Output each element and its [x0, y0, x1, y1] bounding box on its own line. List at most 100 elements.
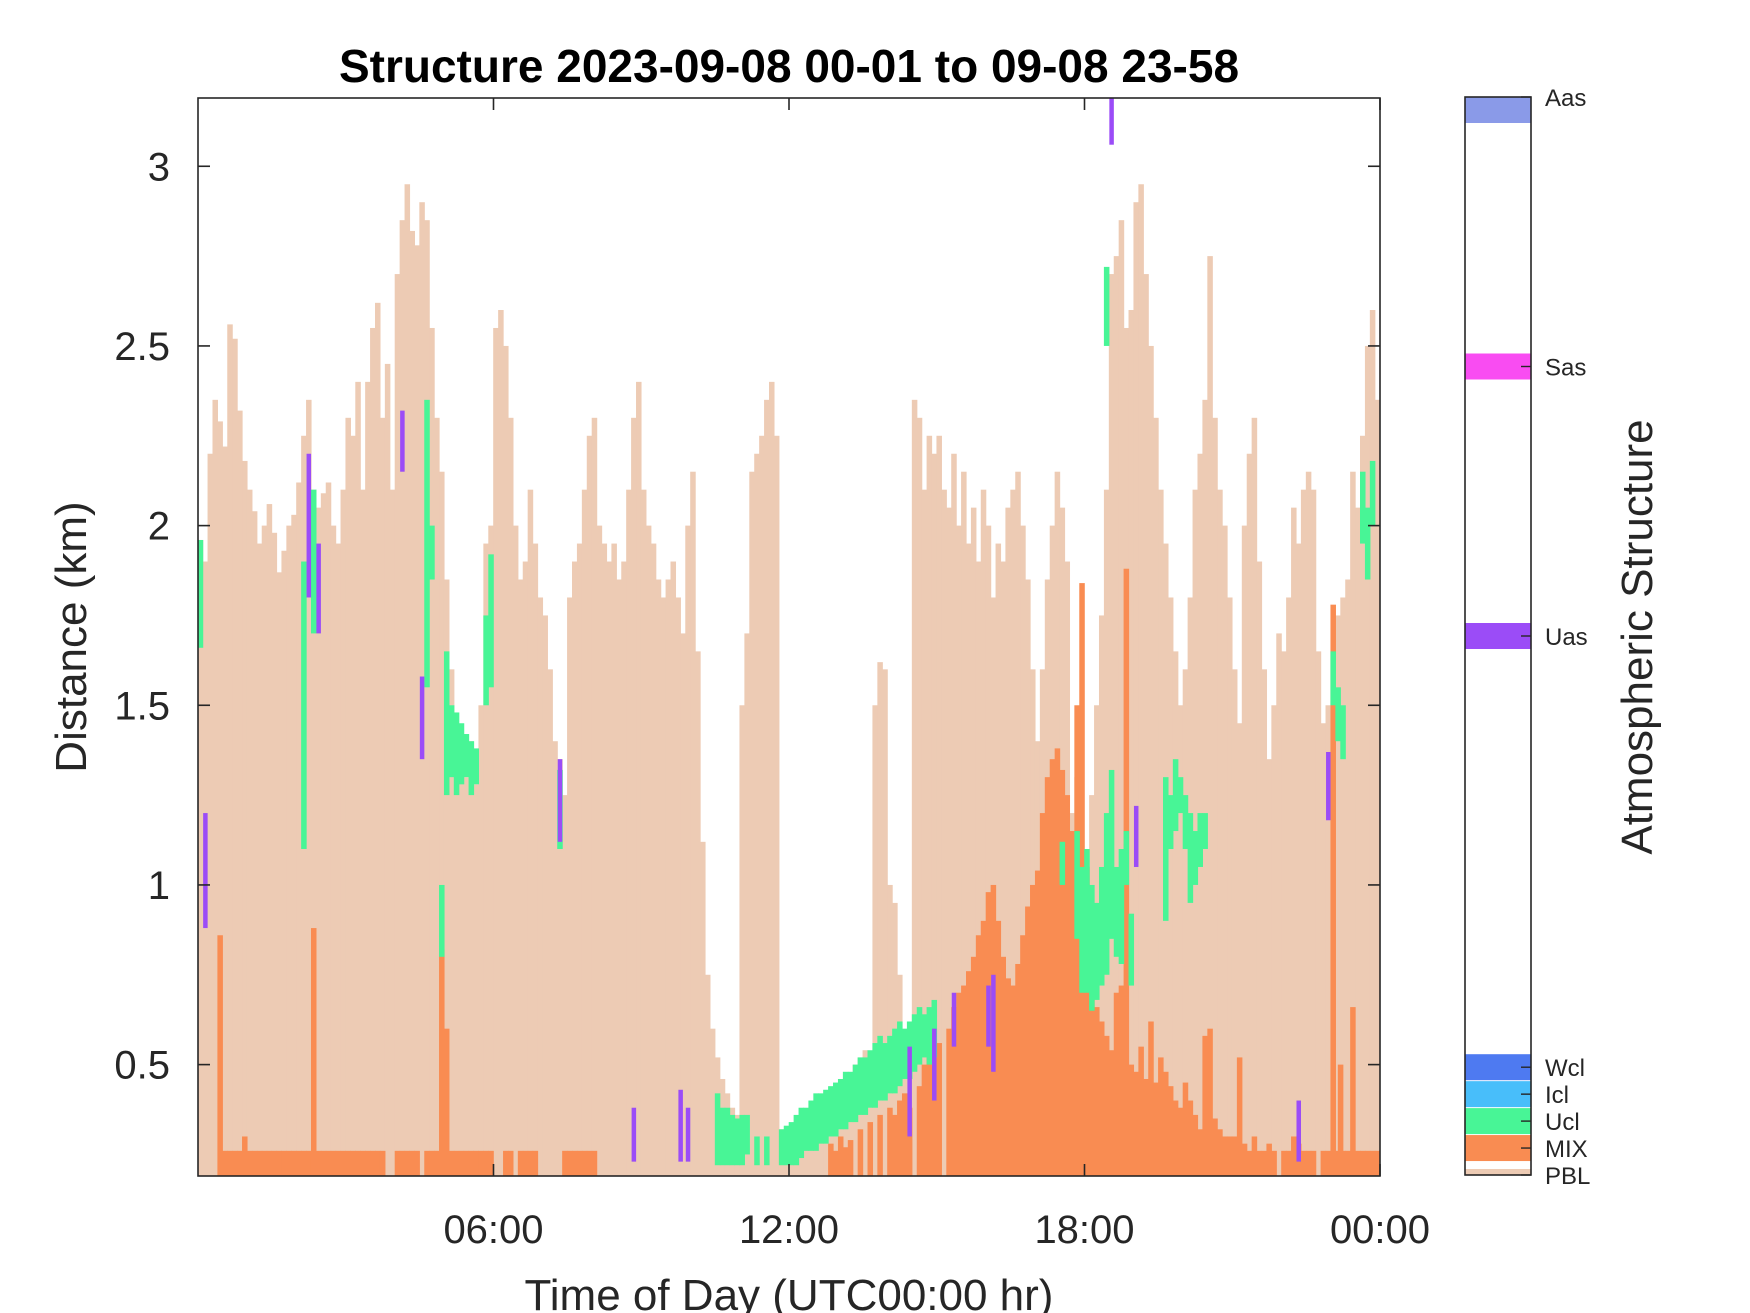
pbl-bar: [345, 417, 351, 1176]
mix-bar: [463, 1150, 470, 1176]
pbl-bar: [572, 561, 578, 1176]
pbl-bar: [434, 417, 440, 1176]
mix-bar: [345, 1150, 351, 1176]
pbl-bar: [1300, 489, 1307, 1176]
mix-bar: [429, 1150, 435, 1176]
pbl-bar: [522, 561, 529, 1176]
mix-bar: [251, 1150, 258, 1176]
mix-bar: [478, 1150, 484, 1176]
mix-bar: [877, 1114, 883, 1176]
mix-bar: [310, 928, 317, 1176]
uas-segment: [932, 1028, 937, 1101]
ucl-segment: [901, 1028, 908, 1079]
ucl-segment: [911, 1014, 918, 1072]
pbl-bar: [1350, 471, 1356, 1177]
mix-bar: [409, 1150, 415, 1176]
mix-bar: [1350, 1007, 1356, 1176]
mix-bar: [1320, 1150, 1327, 1176]
mix-bar: [1364, 1150, 1371, 1176]
mix-bar: [1355, 1150, 1361, 1176]
ucl-segment: [1192, 831, 1199, 885]
ucl-segment: [1113, 866, 1120, 957]
mix-bar: [970, 956, 977, 1176]
mix-bar: [1133, 1071, 1139, 1176]
uas-segment: [631, 1107, 637, 1162]
ucl-segment: [1187, 813, 1194, 903]
pbl-bar: [1246, 453, 1253, 1176]
pbl-bar: [980, 489, 987, 1176]
ucl-segment: [1059, 841, 1066, 885]
ucl-segment: [921, 1014, 928, 1058]
ucl-segment: [429, 525, 435, 580]
mix-bar: [1256, 1150, 1263, 1176]
ucl-segment: [862, 1057, 869, 1115]
pbl-bar: [325, 482, 332, 1176]
colorbar-tick-label: Uas: [1545, 624, 1588, 651]
mix-bar: [576, 1150, 583, 1176]
pbl-bar: [837, 1086, 844, 1176]
pbl-bar: [537, 597, 544, 1176]
pbl-bar: [527, 489, 534, 1176]
pbl-bar: [970, 507, 977, 1176]
ucl-segment: [867, 1050, 874, 1108]
uas-segment: [1326, 751, 1331, 821]
pbl-bar: [1015, 471, 1021, 1177]
pbl-bar: [670, 561, 677, 1176]
mix-bar: [1246, 1150, 1253, 1176]
mix-bar: [951, 1007, 957, 1176]
pbl-bar: [222, 446, 228, 1176]
ucl-segment: [1335, 687, 1341, 742]
ucl-segment: [764, 1136, 770, 1166]
plot-bars: [197, 98, 1381, 1177]
mix-bar: [1064, 795, 1071, 1176]
mix-bar: [458, 1150, 465, 1176]
x-axis-label: Time of Day (UTC00:00 hr): [525, 1271, 1054, 1313]
mix-bar: [1217, 1129, 1223, 1176]
pbl-bar: [567, 597, 573, 1176]
pbl-bar: [1231, 669, 1238, 1176]
pbl-bar: [375, 302, 381, 1176]
pbl-bar: [966, 543, 972, 1176]
pbl-bar: [1182, 669, 1189, 1176]
pbl-bar: [1315, 651, 1322, 1176]
mix-bar: [1374, 1150, 1381, 1176]
mix-bar: [468, 1150, 475, 1176]
pbl-bar: [1020, 525, 1026, 1176]
pbl-bar: [596, 525, 603, 1176]
ucl-segment: [754, 1136, 760, 1166]
mix-bar: [350, 1150, 356, 1176]
mix-bar: [1074, 705, 1080, 1176]
pbl-bar: [286, 525, 292, 1176]
mix-bar: [261, 1150, 268, 1176]
pbl-bar: [764, 399, 770, 1177]
colorbar-tick-label: Wcl: [1545, 1055, 1585, 1082]
pbl-bar: [749, 471, 755, 1177]
pbl-bar: [773, 435, 780, 1176]
mix-bar: [966, 971, 972, 1176]
colorbar-tick-label: Icl: [1545, 1082, 1569, 1109]
ucl-segment: [872, 1043, 878, 1108]
pbl-bar: [1138, 184, 1144, 1177]
mix-bar: [591, 1150, 598, 1176]
ucl-segment: [483, 615, 489, 706]
mix-bar: [975, 935, 982, 1176]
pbl-bar: [512, 525, 519, 1176]
pbl-bar: [1207, 256, 1213, 1176]
pbl-bar: [931, 453, 938, 1176]
mix-bar: [306, 1150, 312, 1176]
ucl-segment: [1103, 813, 1110, 975]
mix-bar: [956, 992, 962, 1176]
mix-bar: [562, 1150, 568, 1176]
pbl-bar: [744, 633, 750, 1176]
pbl-bar: [291, 514, 297, 1176]
pbl-bar: [1153, 417, 1159, 1176]
pbl-bar: [586, 435, 593, 1176]
pbl-bar: [473, 784, 480, 1176]
ucl-segment: [310, 489, 317, 634]
ucl-segment: [1094, 902, 1100, 1000]
pbl-bar: [828, 1100, 834, 1176]
pbl-bar: [601, 543, 608, 1176]
ucl-segment: [877, 1035, 883, 1101]
pbl-bar: [483, 543, 489, 1176]
pbl-bar: [439, 471, 445, 1177]
